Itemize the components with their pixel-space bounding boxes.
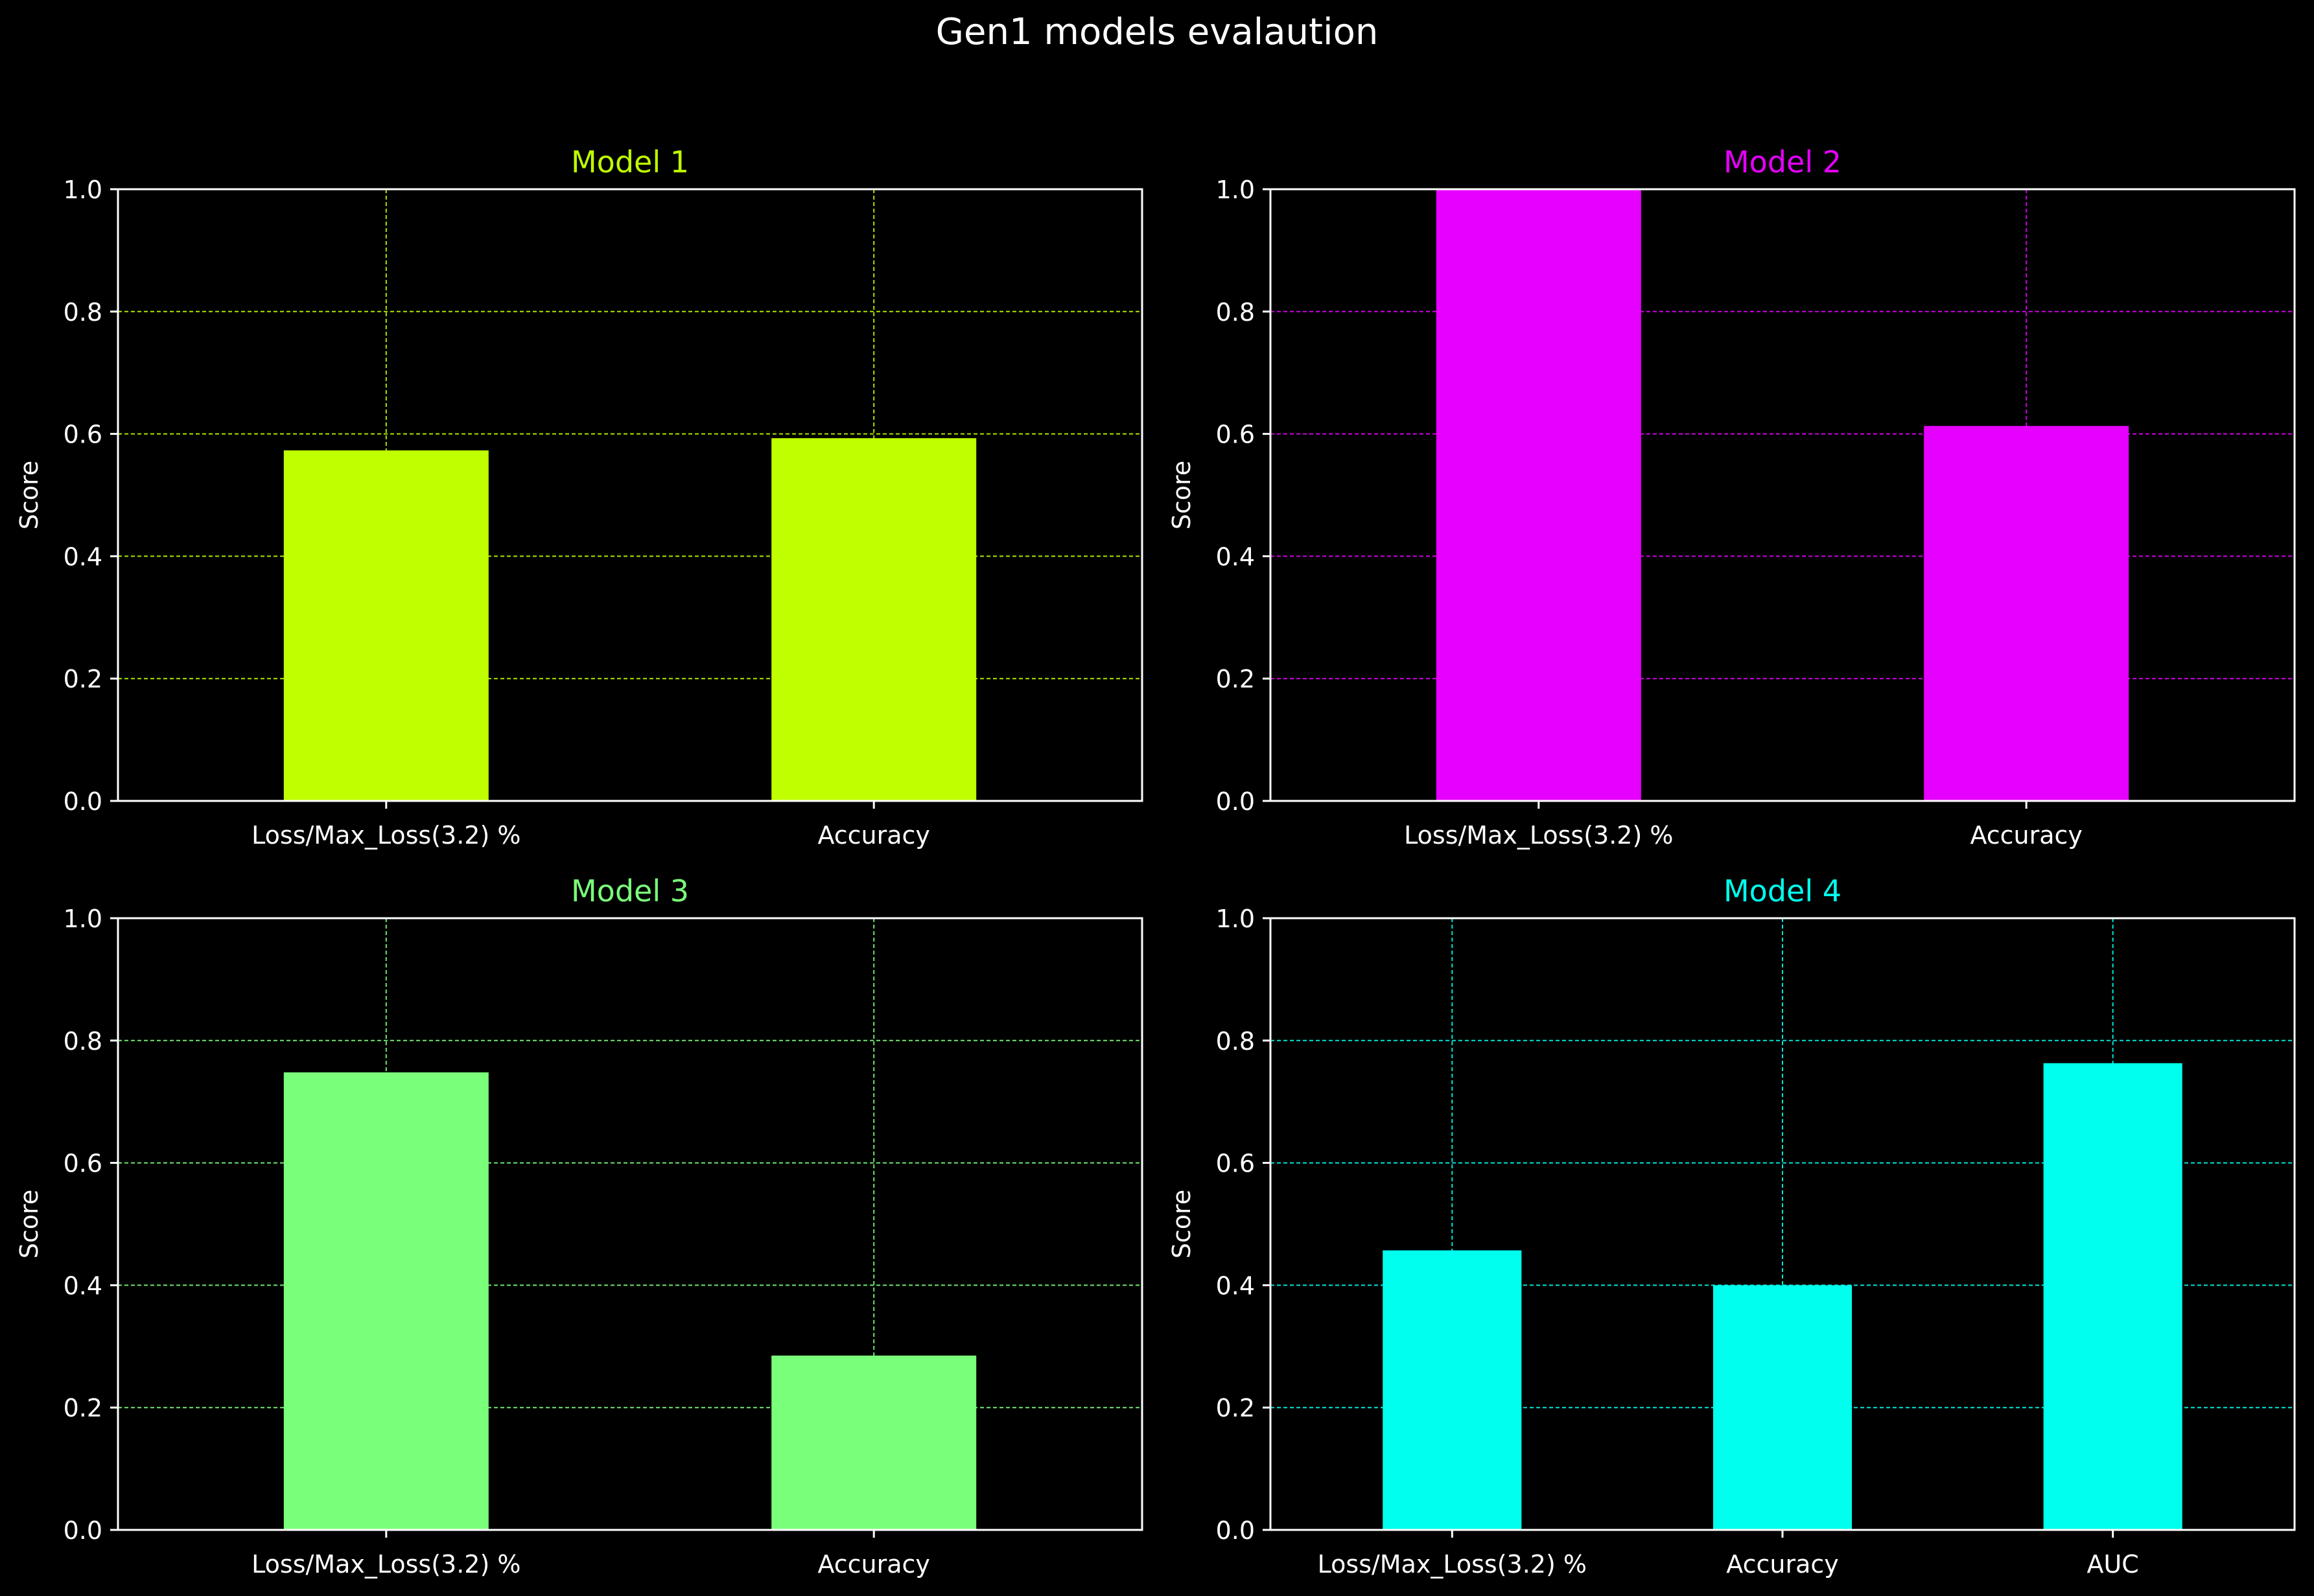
y-tick-label: 0.6 (64, 1150, 102, 1178)
axes-frame (117, 917, 1143, 1531)
bar-accuracy (771, 1355, 977, 1530)
subplot-model-2: 0.0 0.2 0.4 0.6 0.8 1.0 Loss/Max_Loss(3.2) % Ac… (1167, 145, 2296, 850)
subplot-model-3: 0.0 0.2 0.4 0.6 0.8 1.0 Loss/Max_Loss(3.2) % Ac… (15, 873, 1143, 1579)
y-tick-label: 0.8 (64, 1027, 102, 1056)
subplot-title: Model 1 (571, 145, 689, 179)
x-tick-label: AUC (2087, 1550, 2139, 1579)
subplot-title: Model 2 (1724, 145, 1841, 179)
bar-accuracy (771, 438, 977, 801)
y-tick-label: 0.0 (64, 787, 102, 816)
x-tick-label: Loss/Max_Loss(3.2) % (251, 1550, 520, 1579)
y-axis-label: Score (1167, 1190, 1196, 1258)
y-tick-label: 0.4 (1216, 542, 1255, 571)
y-tick-label: 0.4 (64, 542, 102, 571)
y-tick-label: 0.8 (1216, 1027, 1255, 1056)
figure-title: Gen1 models evalaution (936, 11, 1379, 53)
y-tick-label: 0.2 (1216, 1394, 1255, 1422)
x-tick-label: Accuracy (817, 821, 930, 850)
x-tick-label: Loss/Max_Loss(3.2) % (251, 821, 520, 850)
y-tick-label: 0.2 (64, 665, 102, 693)
bar-accuracy (1712, 1285, 1852, 1530)
y-tick-label: 0.6 (1216, 421, 1255, 449)
subplot-grid: 0.0 0.2 0.4 0.6 0.8 1.0 Loss/Max_Loss(3.2) % Ac… (15, 145, 2296, 1579)
x-tick-label: Accuracy (1970, 821, 2083, 850)
y-tick-label: 0.0 (64, 1516, 102, 1545)
y-tick-label: 0.6 (64, 421, 102, 449)
y-axis-label: Score (15, 461, 43, 529)
y-axis-label: Score (15, 1190, 43, 1258)
x-tick-label: Loss/Max_Loss(3.2) % (1318, 1550, 1587, 1579)
y-tick-label: 1.0 (1216, 905, 1255, 933)
bar-auc (2043, 1063, 2182, 1530)
bar-accuracy (1924, 426, 2129, 801)
y-tick-label: 1.0 (64, 905, 102, 933)
y-tick-label: 1.0 (1216, 176, 1255, 204)
x-tick-label: Loss/Max_Loss(3.2) % (1404, 821, 1673, 850)
y-tick-label: 0.8 (64, 298, 102, 327)
x-tick-label: Accuracy (817, 1550, 930, 1579)
bar-loss-max-loss-3-2 (1436, 189, 1641, 801)
y-tick-label: 0.6 (1216, 1150, 1255, 1178)
y-tick-label: 0.4 (64, 1271, 102, 1300)
axes-frame (1269, 188, 2296, 802)
subplot-model-1: 0.0 0.2 0.4 0.6 0.8 1.0 Loss/Max_Loss(3.2) % Ac… (15, 145, 1143, 850)
bar-loss-max-loss-3-2 (283, 1072, 489, 1530)
y-axis-label: Score (1167, 461, 1196, 529)
y-tick-label: 0.0 (1216, 787, 1255, 816)
x-tick-label: Accuracy (1726, 1550, 1839, 1579)
y-tick-label: 0.2 (1216, 665, 1255, 693)
axes-frame (117, 188, 1143, 802)
subplot-title: Model 3 (571, 873, 689, 908)
y-tick-label: 0.8 (1216, 298, 1255, 327)
y-tick-label: 0.2 (64, 1394, 102, 1422)
y-tick-label: 0.0 (1216, 1516, 1255, 1545)
y-tick-label: 0.4 (1216, 1271, 1255, 1300)
y-tick-label: 1.0 (64, 176, 102, 204)
bar-loss-max-loss-3-2 (1383, 1250, 1522, 1530)
bar-loss-max-loss-3-2 (283, 450, 489, 801)
subplot-model-4: 0.0 0.2 0.4 0.6 0.8 1.0 Loss/Max_Loss(3.2) % Ac… (1167, 873, 2296, 1579)
subplot-title: Model 4 (1724, 873, 1841, 908)
